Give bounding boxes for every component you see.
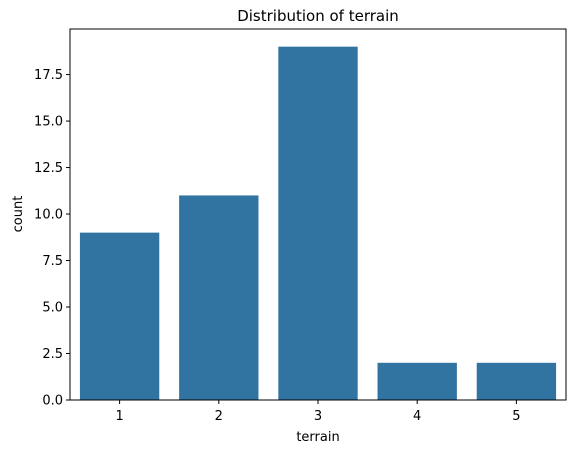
y-axis: 0.0 2.5 5.0 7.5 10.0 12.5 15.0 17.5 (34, 68, 70, 409)
y-tick-label: 10.0 (34, 208, 63, 223)
bar-4 (377, 362, 457, 400)
y-tick-label: 17.5 (34, 68, 63, 83)
y-tick-label: 12.5 (34, 161, 63, 176)
y-tick-label: 7.5 (42, 254, 63, 269)
y-tick-label: 2.5 (42, 347, 63, 362)
y-tick-label: 5.0 (42, 301, 63, 316)
x-tick-label: 4 (413, 409, 421, 424)
bar-5 (476, 362, 557, 400)
y-tick-label: 0.0 (42, 394, 63, 409)
bar-3 (278, 46, 358, 401)
x-tick-label: 3 (314, 409, 322, 424)
bars-group (79, 46, 557, 401)
x-tick-label: 1 (115, 409, 123, 424)
y-axis-label: count (11, 196, 26, 233)
x-tick-label: 2 (215, 409, 223, 424)
x-axis: 1 2 3 4 5 (115, 400, 521, 424)
x-tick-label: 5 (512, 409, 520, 424)
x-axis-label: terrain (296, 430, 339, 445)
y-tick-label: 15.0 (34, 115, 63, 130)
bar-1 (79, 232, 160, 400)
plot-frame (69, 28, 567, 401)
chart-title: Distribution of terrain (237, 7, 399, 25)
bar-2 (179, 195, 259, 400)
